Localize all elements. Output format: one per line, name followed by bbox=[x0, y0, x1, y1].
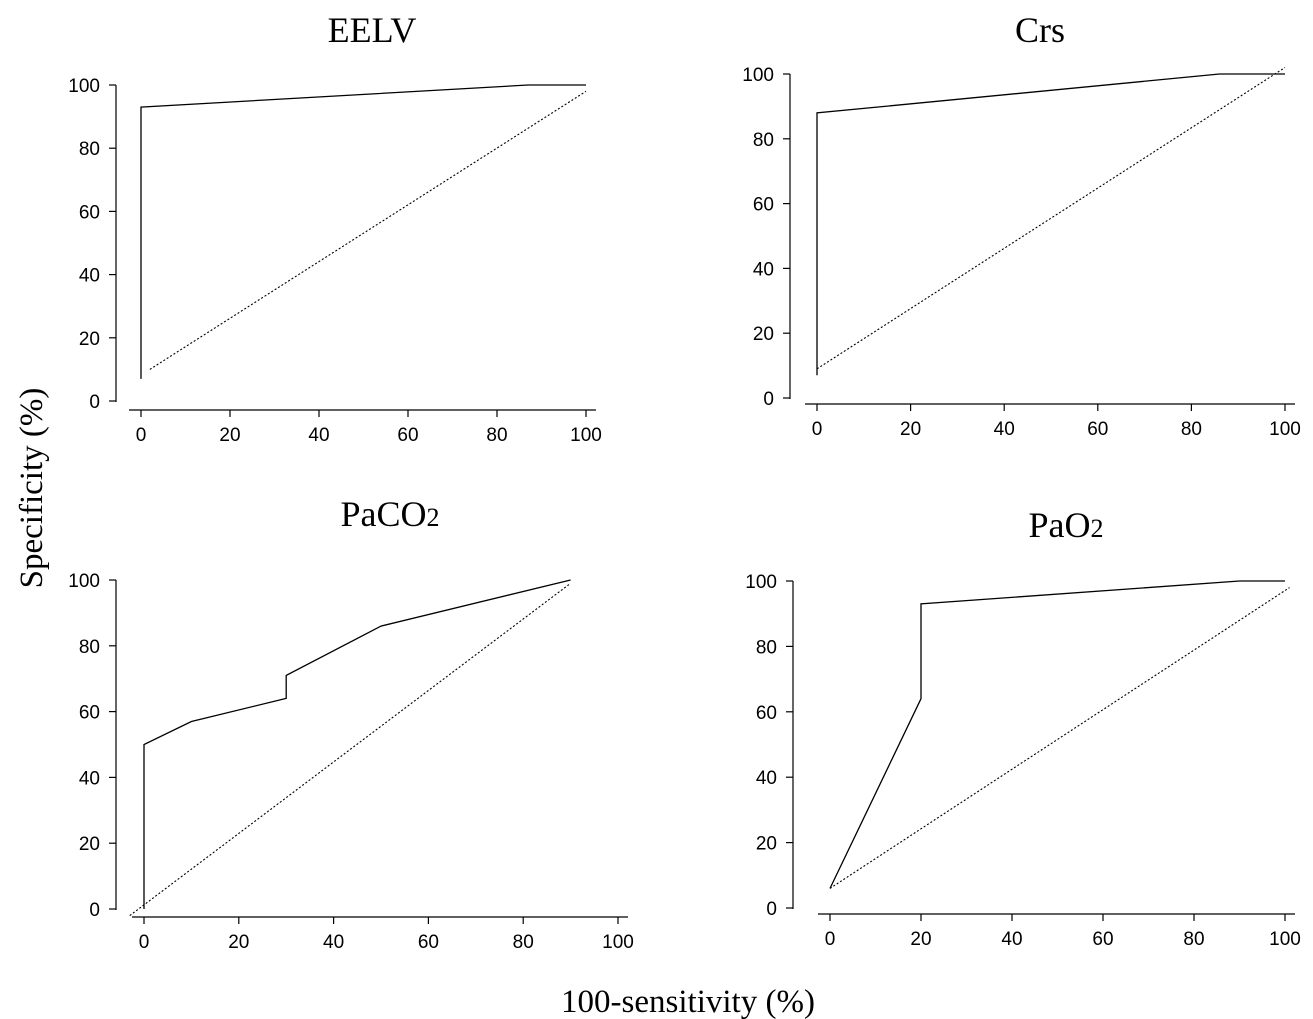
panel-title-subscript: 2 bbox=[1091, 514, 1104, 543]
x-tick-label: 20 bbox=[228, 932, 249, 953]
y-tick-label: 100 bbox=[742, 65, 774, 86]
x-tick-label: 100 bbox=[570, 425, 602, 446]
x-tick-label: 40 bbox=[308, 425, 329, 446]
reference-line bbox=[829, 587, 1290, 889]
y-tick-label: 0 bbox=[763, 389, 774, 410]
y-tick-label: 100 bbox=[68, 76, 100, 97]
y-tick-label: 80 bbox=[79, 139, 100, 160]
y-tick-label: 20 bbox=[79, 329, 100, 350]
y-tick-label: 0 bbox=[89, 392, 100, 413]
x-axis-label: 100-sensitivity (%) bbox=[561, 984, 815, 1019]
y-tick-label: 100 bbox=[68, 571, 100, 592]
panel-crs: Crs 0 20 40 60 80 100 0 20 40 60 80 100 bbox=[742, 10, 1301, 440]
x-tick-label: 60 bbox=[418, 932, 439, 953]
y-tick-label: 80 bbox=[79, 637, 100, 658]
y-tick-label: 20 bbox=[756, 834, 777, 855]
y-tick-label: 40 bbox=[753, 259, 774, 280]
y-tick-label: 60 bbox=[753, 195, 774, 216]
y-tick-label: 100 bbox=[745, 572, 777, 593]
x-tick-label: 40 bbox=[323, 932, 344, 953]
panel-title-main: PaO bbox=[1029, 505, 1091, 545]
x-tick-label: 0 bbox=[136, 425, 147, 446]
panel-title: PaCO2 bbox=[340, 494, 439, 534]
y-axis-label: Specificity (%) bbox=[14, 388, 50, 589]
x-tick-label: 60 bbox=[1092, 929, 1113, 950]
x-tick-label: 100 bbox=[1269, 929, 1301, 950]
reference-line bbox=[149, 90, 587, 370]
y-tick-label: 20 bbox=[79, 834, 100, 855]
x-tick-label: 80 bbox=[513, 932, 534, 953]
x-tick-label: 0 bbox=[812, 419, 823, 440]
x-tick-label: 20 bbox=[900, 419, 921, 440]
reference-line bbox=[816, 67, 1286, 370]
panel-title: EELV bbox=[328, 10, 417, 50]
x-tick-label: 40 bbox=[1001, 929, 1022, 950]
x-tick-label: 0 bbox=[825, 929, 836, 950]
y-tick-label: 0 bbox=[89, 900, 100, 921]
panel-eelv: EELV 0 20 40 60 80 100 0 20 40 60 80 100 bbox=[68, 10, 602, 446]
x-tick-label: 60 bbox=[1087, 419, 1108, 440]
y-tick-label: 60 bbox=[756, 703, 777, 724]
reference-line bbox=[129, 582, 571, 917]
x-tick-label: 80 bbox=[1181, 419, 1202, 440]
x-tick-label: 80 bbox=[1183, 929, 1204, 950]
panel-title: PaO2 bbox=[1029, 505, 1104, 545]
panel-title-main: Crs bbox=[1015, 10, 1065, 50]
x-tick-label: 100 bbox=[1269, 419, 1301, 440]
y-tick-label: 60 bbox=[79, 202, 100, 223]
x-tick-label: 20 bbox=[910, 929, 931, 950]
roc-curve bbox=[143, 579, 571, 909]
y-tick-label: 60 bbox=[79, 703, 100, 724]
panel-title-subscript: 2 bbox=[427, 503, 440, 532]
x-tick-label: 100 bbox=[602, 932, 634, 953]
x-tick-label: 60 bbox=[397, 425, 418, 446]
x-tick-label: 20 bbox=[219, 425, 240, 446]
x-tick-label: 0 bbox=[139, 932, 150, 953]
x-tick-label: 40 bbox=[994, 419, 1015, 440]
y-tick-label: 40 bbox=[79, 266, 100, 287]
y-tick-label: 0 bbox=[766, 899, 777, 920]
y-tick-label: 40 bbox=[756, 768, 777, 789]
y-tick-label: 20 bbox=[753, 324, 774, 345]
y-tick-label: 80 bbox=[756, 637, 777, 658]
y-tick-label: 80 bbox=[753, 130, 774, 151]
x-tick-label: 80 bbox=[486, 425, 507, 446]
roc-curve bbox=[829, 580, 1285, 889]
roc-curve bbox=[140, 84, 586, 379]
panel-title: Crs bbox=[1015, 10, 1065, 50]
roc-curve bbox=[816, 73, 1285, 376]
panel-title-main: PaCO bbox=[340, 494, 426, 534]
y-tick-label: 40 bbox=[79, 768, 100, 789]
panel-title-main: EELV bbox=[328, 10, 417, 50]
